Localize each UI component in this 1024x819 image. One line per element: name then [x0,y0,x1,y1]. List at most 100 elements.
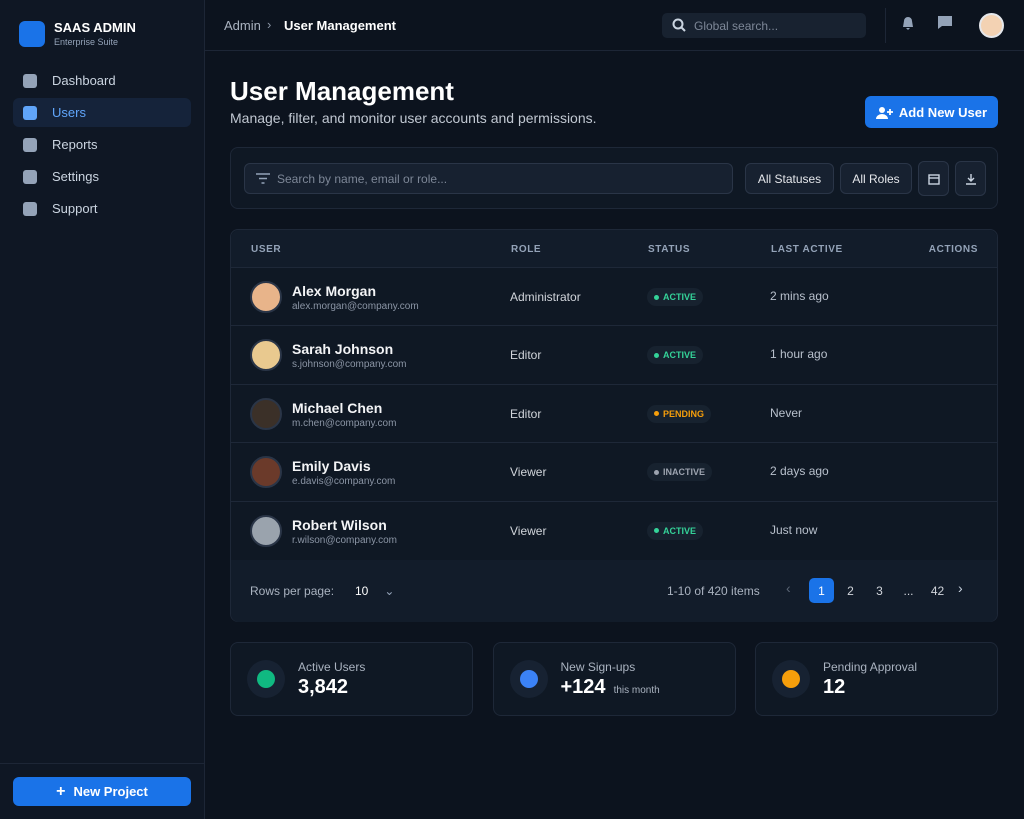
sidebar: SAAS ADMIN Enterprise Suite Dashboard Use… [0,0,205,819]
page-button[interactable]: 2 [847,583,854,598]
table-row[interactable]: Alex Morgan alex.morgan@company.com Admini… [231,267,997,325]
page-button[interactable]: ... [903,583,914,598]
breadcrumb-item[interactable]: Admin [224,18,261,33]
nav-label: Dashboard [52,73,116,88]
table-footer: Rows per page: 10 ⌄ 1-10 of 420 items ‹ 1… [231,560,997,622]
add-user-label: Add New User [898,104,988,120]
nav-label: Reports [52,137,98,152]
stat-value: 3,842 [298,676,348,699]
next-page[interactable]: › [958,580,963,596]
column-header: ACTIONS [928,244,978,255]
search-placeholder: Search by name, email or role... [277,172,448,186]
user-email: e.davis@company.com [292,476,396,488]
last-active: 2 mins ago [770,289,829,303]
nav-label: Settings [52,169,99,184]
rows-value: 10 [355,584,369,598]
stat-value: +124 this month [561,676,660,699]
last-active: Never [770,405,803,420]
nav-item[interactable]: Dashboard [13,66,191,95]
stat-number: 12 [823,676,846,698]
stat-icon [247,660,285,698]
page-title: User Management [230,76,454,106]
user-avatar[interactable] [979,13,1004,38]
user-role: Editor [510,348,542,363]
nav-item[interactable]: Users [13,98,191,127]
user-email: r.wilson@company.com [292,534,397,546]
prev-page[interactable]: ‹ [786,580,791,596]
user-name: Emily Davis [292,458,371,475]
stat-note: this month [613,685,660,696]
rows-select[interactable]: 10 ⌄ [355,584,395,598]
messages-icon[interactable] [937,15,953,30]
column-header: ROLE [511,244,542,255]
stat-label: New Sign-ups [560,660,636,674]
status-badge: ACTIVE [647,521,704,540]
column-header: STATUS [648,244,691,255]
export-button[interactable] [955,161,986,196]
table-row[interactable]: Sarah Johnson s.johnson@company.com Editor… [231,325,997,383]
table-row[interactable]: Robert Wilson r.wilson@company.com Viewer A… [231,500,997,559]
status-filter[interactable]: All Statuses [745,163,834,194]
new-project-button[interactable]: + New Project [13,777,191,806]
status-label: PENDING [663,408,705,419]
table-header [231,230,997,268]
range-label: 1-10 of 420 items [667,584,760,598]
status-badge: ACTIVE [647,346,704,365]
stat-card: New Sign-ups +124 this month [492,642,736,716]
status-badge: PENDING [647,404,712,423]
role-filter-label: All Roles [852,171,900,186]
nav-item[interactable]: Settings [13,162,191,191]
user-email: alex.morgan@company.com [292,301,419,312]
stat-label: Pending Approval [823,660,918,674]
nav-item[interactable]: Reports [13,130,191,159]
date-filter[interactable] [918,161,949,196]
status-label: ACTIVE [663,525,697,536]
column-header: LAST ACTIVE [771,244,843,255]
add-user-button[interactable]: Add New User [865,96,998,128]
role-filter[interactable]: All Roles [840,163,912,194]
user-role: Viewer [510,465,547,480]
stat-icon [772,660,810,698]
stat-icon-dot [782,670,800,688]
user-role: Administrator [510,290,581,304]
table-row[interactable]: Michael Chen m.chen@company.com Editor PEND… [231,383,997,442]
page-button[interactable]: 3 [876,583,883,598]
avatar [250,281,282,313]
user-role: Editor [510,406,542,421]
brand: SAAS ADMIN [54,20,136,35]
tagline: Enterprise Suite [54,37,119,47]
page-button[interactable]: 1 [809,578,834,603]
table-search[interactable]: Search by name, email or role... [244,163,733,194]
avatar [250,397,282,430]
global-search[interactable]: Global search... [662,13,866,38]
nav-label: Support [52,201,98,216]
status-filter-label: All Statuses [757,171,822,186]
nav-label: Users [52,105,86,120]
new-project-label: New Project [73,784,148,799]
avatar [250,456,282,489]
status-badge: INACTIVE [647,463,713,482]
stat-value: 12 [823,676,845,699]
user-name: Sarah Johnson [292,341,394,358]
page-button[interactable]: 42 [930,583,945,598]
last-active: 1 hour ago [770,347,828,362]
search-placeholder: Global search... [694,19,779,33]
user-name: Robert Wilson [292,516,387,533]
nav-item[interactable]: Support [13,194,191,223]
stat-card: Active Users 3,842 [230,642,473,716]
notifications-icon[interactable] [901,15,915,31]
stat-number: 3,842 [298,676,349,698]
breadcrumb-current: User Management [284,18,396,33]
user-name: Alex Morgan [292,283,377,299]
table-row[interactable]: Emily Davis e.davis@company.com Viewer INAC… [231,442,997,500]
stat-label: Active Users [298,660,366,674]
search-icon [672,18,686,32]
user-name: Michael Chen [292,399,383,416]
stat-number: +124 [560,676,606,698]
user-email: s.johnson@company.com [292,359,407,371]
last-active: 2 days ago [770,464,829,479]
page-subtitle: Manage, filter, and monitor user account… [230,110,597,126]
last-active: Just now [770,522,818,537]
filter-bar: Search by name, email or role... All Sta… [230,147,998,209]
